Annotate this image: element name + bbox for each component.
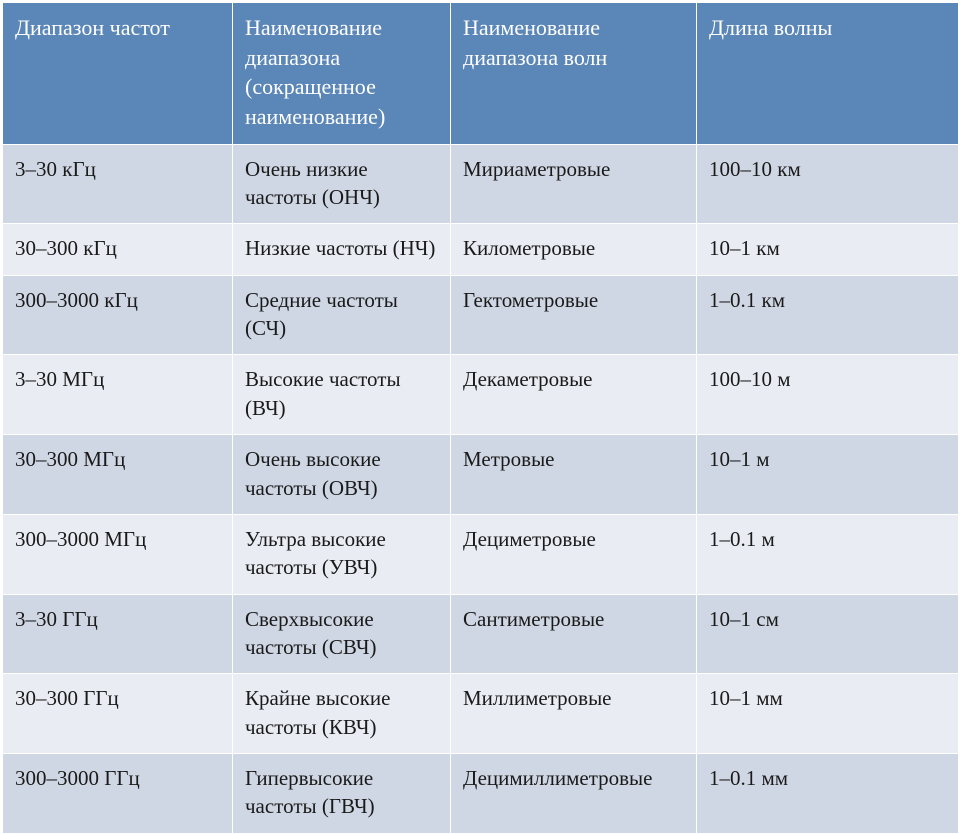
table-row: 30–300 МГцОчень высокие частоты (ОВЧ)Мет… [3,435,959,515]
table-cell: 1–0.1 м [697,514,959,594]
table-cell: 1–0.1 мм [697,753,959,833]
table-cell: 100–10 м [697,355,959,435]
table-cell: Километровые [451,224,697,275]
table-cell: 3–30 ГГц [3,594,233,674]
frequency-bands-table: Диапазон частот Наименование диапазона (… [2,2,959,834]
table-body: 3–30 кГцОчень низкие частоты (ОНЧ)Мириам… [3,144,959,833]
column-header: Длина волны [697,3,959,145]
table-cell: 30–300 кГц [3,224,233,275]
table-cell: Средние частоты (СЧ) [233,275,451,355]
table-row: 300–3000 кГцСредние частоты (СЧ)Гектомет… [3,275,959,355]
table-cell: 3–30 кГц [3,144,233,224]
table-cell: Очень низкие частоты (ОНЧ) [233,144,451,224]
table-cell: 10–1 см [697,594,959,674]
table-cell: 1–0.1 км [697,275,959,355]
table-row: 30–300 кГцНизкие частоты (НЧ)Километровы… [3,224,959,275]
column-header: Наименование диапазона (сокращенное наим… [233,3,451,145]
table-cell: 100–10 км [697,144,959,224]
table-cell: Очень высокие частоты (ОВЧ) [233,435,451,515]
table-cell: 300–3000 ГГц [3,753,233,833]
table-cell: Высокие частоты (ВЧ) [233,355,451,435]
table-cell: Метровые [451,435,697,515]
table-cell: Ультра высокие частоты (УВЧ) [233,514,451,594]
table-cell: 300–3000 кГц [3,275,233,355]
table-cell: 30–300 ГГц [3,674,233,754]
table-cell: Миллиметровые [451,674,697,754]
table-cell: Сверхвысокие частоты (СВЧ) [233,594,451,674]
table-row: 30–300 ГГцКрайне высокие частоты (КВЧ)Ми… [3,674,959,754]
table-cell: 3–30 МГц [3,355,233,435]
table-cell: Мириаметровые [451,144,697,224]
table-row: 300–3000 ГГцГипервысокие частоты (ГВЧ)Де… [3,753,959,833]
table-row: 3–30 МГцВысокие частоты (ВЧ)Декаметровые… [3,355,959,435]
table-row: 3–30 ГГцСверхвысокие частоты (СВЧ)Сантим… [3,594,959,674]
table-cell: Гипервысокие частоты (ГВЧ) [233,753,451,833]
table-cell: Декаметровые [451,355,697,435]
table-row: 3–30 кГцОчень низкие частоты (ОНЧ)Мириам… [3,144,959,224]
table-cell: 10–1 км [697,224,959,275]
table-cell: Сантиметровые [451,594,697,674]
table-cell: Гектометровые [451,275,697,355]
table-header-row: Диапазон частот Наименование диапазона (… [3,3,959,145]
table-cell: Дециметровые [451,514,697,594]
table-cell: 10–1 м [697,435,959,515]
table-cell: Децимиллиметровые [451,753,697,833]
table-cell: 30–300 МГц [3,435,233,515]
table-cell: Крайне высокие частоты (КВЧ) [233,674,451,754]
table-cell: 300–3000 МГц [3,514,233,594]
table-row: 300–3000 МГцУльтра высокие частоты (УВЧ)… [3,514,959,594]
column-header: Диапазон частот [3,3,233,145]
table-cell: Низкие частоты (НЧ) [233,224,451,275]
table-cell: 10–1 мм [697,674,959,754]
column-header: Наименование диапазона волн [451,3,697,145]
